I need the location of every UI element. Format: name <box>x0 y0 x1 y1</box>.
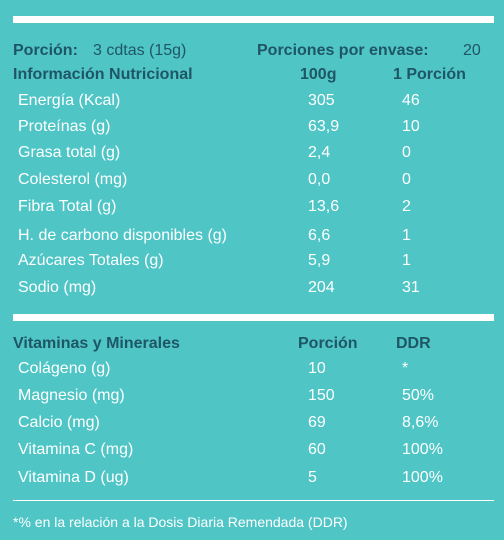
nutrient-name: Azúcares Totales (g) <box>18 252 164 269</box>
footnote-divider <box>13 500 494 501</box>
vitamins-col-portion: Porción <box>298 335 358 352</box>
top-divider <box>13 16 494 23</box>
vitamin-value-ddr: 100% <box>402 441 443 458</box>
vitamins-title: Vitaminas y Minerales <box>13 335 180 352</box>
servings-value: 20 <box>463 42 481 59</box>
nutrient-value-portion: 46 <box>402 92 420 109</box>
nutrient-value-portion: 10 <box>402 118 420 135</box>
nutrient-value-portion: 0 <box>402 171 411 188</box>
nutrient-value-portion: 1 <box>402 227 411 244</box>
footnote: *% en la relación a la Dosis Diaria Reme… <box>13 514 348 530</box>
vitamin-value-portion: 10 <box>308 360 326 377</box>
vitamin-value-ddr: 8,6% <box>402 414 439 431</box>
vitamin-value-portion: 150 <box>308 387 335 404</box>
vitamin-value-portion: 60 <box>308 441 326 458</box>
nutrient-name: Colesterol (mg) <box>18 171 128 188</box>
nutrient-value-portion: 31 <box>402 279 420 296</box>
vitamin-name: Vitamina C (mg) <box>18 441 134 458</box>
vitamin-value-ddr: 100% <box>402 469 443 486</box>
section-divider <box>13 314 494 321</box>
portion-value: 3 cdtas (15g) <box>93 42 187 59</box>
nutrient-value-100g: 204 <box>308 279 335 296</box>
vitamin-name: Colágeno (g) <box>18 360 111 377</box>
nutrient-name: Energía (Kcal) <box>18 92 121 109</box>
nutrient-value-100g: 63,9 <box>308 118 340 135</box>
vitamin-value-portion: 5 <box>308 469 317 486</box>
nutrient-value-100g: 13,6 <box>308 198 340 215</box>
nutrient-value-portion: 2 <box>402 198 411 215</box>
nutrient-value-100g: 305 <box>308 92 335 109</box>
nutrient-name: Fibra Total (g) <box>18 198 117 215</box>
nutrient-value-100g: 5,9 <box>308 252 331 269</box>
nutrition-col-100g: 100g <box>300 66 337 83</box>
nutrition-title: Información Nutricional <box>13 66 193 83</box>
vitamin-name: Magnesio (mg) <box>18 387 125 404</box>
vitamin-value-portion: 69 <box>308 414 326 431</box>
nutrient-value-100g: 0,0 <box>308 171 331 188</box>
servings-label: Porciones por envase: <box>257 42 429 59</box>
nutrient-name: H. de carbono disponibles (g) <box>18 227 228 244</box>
nutrient-value-portion: 0 <box>402 144 411 161</box>
nutrient-name: Grasa total (g) <box>18 144 121 161</box>
nutrient-value-100g: 2,4 <box>308 144 331 161</box>
vitamin-name: Vitamina D (ug) <box>18 469 129 486</box>
nutrient-value-portion: 1 <box>402 252 411 269</box>
nutrition-col-portion: 1 Porción <box>393 66 466 83</box>
nutrient-name: Proteínas (g) <box>18 118 111 135</box>
vitamin-name: Calcio (mg) <box>18 414 100 431</box>
vitamin-value-ddr: * <box>402 360 409 377</box>
vitamin-value-ddr: 50% <box>402 387 435 404</box>
portion-label: Porción: <box>13 42 78 59</box>
nutrient-value-100g: 6,6 <box>308 227 331 244</box>
vitamins-col-ddr: DDR <box>396 335 431 352</box>
nutrient-name: Sodio (mg) <box>18 279 97 296</box>
